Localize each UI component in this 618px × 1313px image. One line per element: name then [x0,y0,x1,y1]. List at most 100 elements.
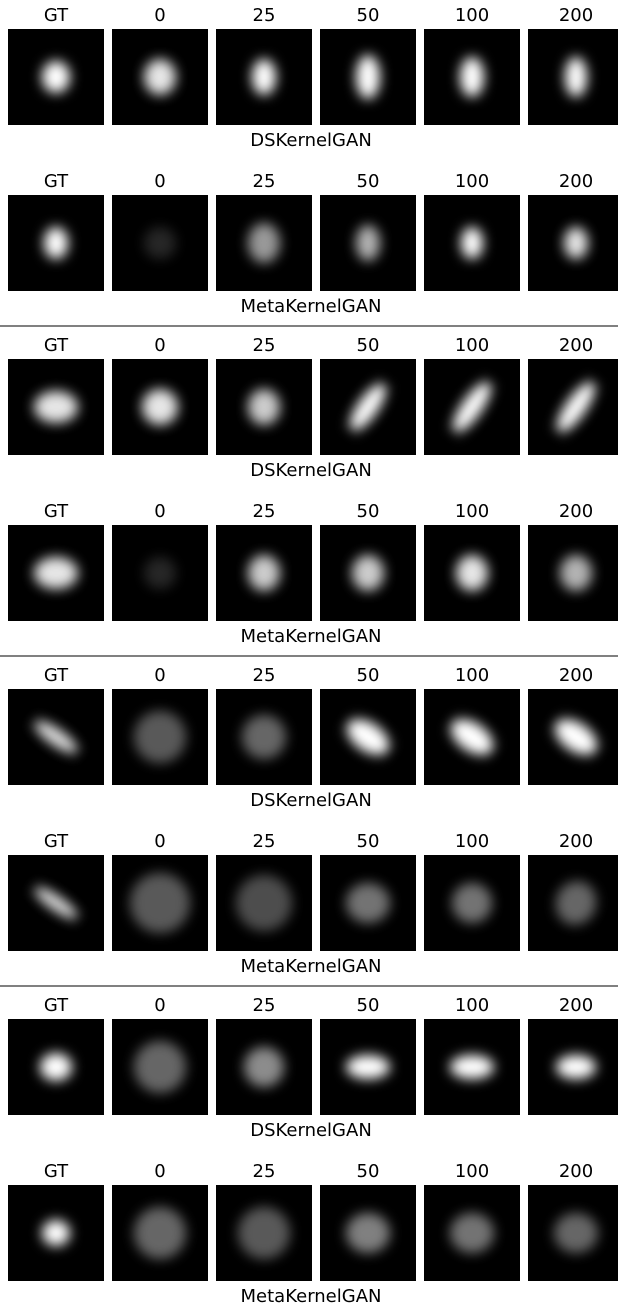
method-label: MetaKernelGAN [241,956,382,977]
column-label: 50 [357,335,380,356]
kernel-panel [8,525,104,621]
column-label: 200 [559,665,593,686]
kernel-panel [8,1185,104,1281]
kernel-panel [320,855,416,951]
column-label: 0 [154,171,165,192]
column-label: GT [44,831,69,852]
column-label: 100 [455,171,489,192]
column-label: 200 [559,995,593,1016]
kernel-panel [528,29,618,125]
kernel-panel [8,855,104,951]
kernel-panel [424,359,520,455]
kernel-panel [528,1019,618,1115]
kernel-blob [242,715,286,759]
kernel-blob [450,1055,494,1079]
column-label: 100 [455,665,489,686]
kernel-blob [248,389,280,425]
column-label: 0 [154,5,165,26]
column-label: GT [44,5,69,26]
kernel-panel [112,855,208,951]
column-label: 100 [455,335,489,356]
kernel-blob [144,227,176,259]
kernel-panel [424,689,520,785]
kernel-blob [565,57,587,97]
kernel-panel [216,855,312,951]
column-label: 200 [559,501,593,522]
kernel-blob [144,59,176,95]
kernel-blob [134,1207,186,1259]
kernel-panel [424,855,520,951]
figure: GT 0 25 50 100 200 DSKernelGAN GT 0 25 50 100 200 Met… [0,0,618,1309]
method-label: DSKernelGAN [250,1120,372,1141]
column-label: GT [44,335,69,356]
kernel-blob [34,557,78,589]
kernel-panel [320,1185,416,1281]
kernel-panel [112,29,208,125]
method-label: DSKernelGAN [250,460,372,481]
kernel-blob [248,223,280,263]
kernel-panel [320,1019,416,1115]
kernel-blob [352,555,384,591]
kernel-panel [320,29,416,125]
column-label: 200 [559,335,593,356]
column-label: 50 [357,831,380,852]
method-label: DSKernelGAN [250,130,372,151]
kernel-blob [42,1220,70,1246]
column-label: 50 [357,5,380,26]
kernel-blob [346,883,390,923]
column-label: GT [44,1161,69,1182]
column-label: 0 [154,1161,165,1182]
kernel-blob [248,555,280,591]
column-label: GT [44,171,69,192]
column-label: 100 [455,1161,489,1182]
kernel-panel [112,525,208,621]
kernel-panel [216,1019,312,1115]
kernel-panel [320,359,416,455]
kernel-blob [34,391,78,423]
kernel-blob [244,1047,284,1087]
kernel-blob [450,1213,494,1253]
kernel-blob [346,1213,390,1253]
kernel-blob [130,873,190,933]
kernel-blob [460,57,484,97]
kernel-panel [216,359,312,455]
kernel-blob [346,1055,390,1079]
kernel-panel [424,525,520,621]
kernel-panel [112,195,208,291]
column-label: 25 [253,665,276,686]
column-label: 200 [559,1161,593,1182]
kernel-blob [144,557,176,589]
kernel-panel [8,29,104,125]
kernel-blob [556,1055,596,1079]
column-label: GT [44,501,69,522]
kernel-panel [8,359,104,455]
method-label: MetaKernelGAN [241,296,382,317]
column-label: 25 [253,831,276,852]
kernel-blob [456,555,488,591]
kernel-panel [216,689,312,785]
kernel-panel [528,525,618,621]
column-label: 100 [455,995,489,1016]
kernel-blob [236,875,292,931]
kernel-blob [560,555,592,591]
kernel-panel [8,1019,104,1115]
method-label: MetaKernelGAN [241,1286,382,1307]
kernel-blob [44,227,68,259]
column-label: 100 [455,5,489,26]
kernel-blob [461,227,483,259]
kernel-panel [112,1019,208,1115]
column-label: 200 [559,171,593,192]
kernel-blob [42,61,70,93]
kernel-blob [142,389,178,425]
column-label: GT [44,665,69,686]
kernel-panel [8,689,104,785]
kernel-panel [528,689,618,785]
kernel-panel [320,195,416,291]
column-label: 25 [253,171,276,192]
method-label: DSKernelGAN [250,790,372,811]
column-label: 0 [154,995,165,1016]
column-label: 25 [253,501,276,522]
kernel-blob [452,883,492,923]
kernel-blob [134,1041,186,1093]
column-label: 25 [253,5,276,26]
